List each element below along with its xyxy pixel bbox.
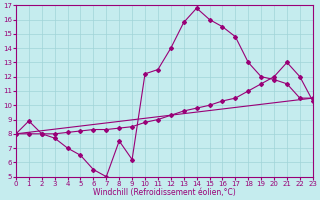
X-axis label: Windchill (Refroidissement éolien,°C): Windchill (Refroidissement éolien,°C) xyxy=(93,188,236,197)
